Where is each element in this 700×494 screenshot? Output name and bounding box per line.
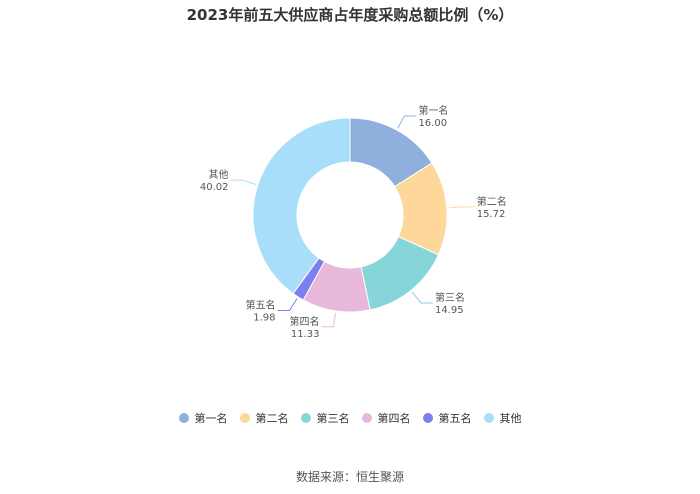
legend-item-1[interactable]: 第一名 [178, 410, 228, 426]
slice-name-label-5: 第五名 [246, 298, 276, 311]
leader-line-4 [321, 312, 337, 328]
legend-label-5: 第五名 [438, 412, 472, 425]
legend-swatch-2 [239, 413, 250, 423]
slice-name-label-2: 第二名 [477, 195, 507, 208]
slice-value-label-4: 11.33 [291, 329, 320, 340]
leader-line-5 [277, 298, 298, 311]
slice-name-label-6: 其他 [209, 168, 229, 181]
label-leaders-group [230, 115, 475, 328]
legend-label-4: 第四名 [377, 412, 411, 425]
legend-swatch-6 [483, 413, 494, 423]
legend-item-4[interactable]: 第四名 [361, 410, 411, 426]
slice-value-label-5: 1.98 [253, 312, 275, 323]
slices-group [252, 117, 448, 313]
leader-line-1 [397, 115, 417, 129]
legend-swatch-4 [361, 413, 372, 423]
leader-line-3 [411, 291, 433, 304]
slice-name-label-1: 第一名 [418, 104, 448, 117]
legend-swatch-1 [178, 413, 189, 423]
legend-item-3[interactable]: 第三名 [300, 410, 350, 426]
legend-swatch-3 [300, 413, 311, 423]
legend-item-2[interactable]: 第二名 [239, 410, 289, 426]
legend-item-6[interactable]: 其他 [483, 410, 522, 426]
slice-name-label-4: 第四名 [289, 315, 319, 328]
leader-line-2 [448, 206, 475, 209]
slice-6[interactable] [252, 117, 351, 295]
leader-line-6 [230, 179, 256, 185]
legend-item-5[interactable]: 第五名 [422, 410, 472, 426]
legend: 第一名 第二名 第三名 第四名 第五名 其他 [0, 410, 700, 426]
legend-label-2: 第二名 [255, 412, 289, 425]
chart-title: 2023年前五大供应商占年度采购总额比例（%） [186, 6, 514, 24]
legend-swatch-5 [422, 413, 433, 423]
slice-value-label-3: 14.95 [435, 305, 464, 316]
slice-value-label-6: 40.02 [200, 182, 229, 193]
slice-value-label-1: 16.00 [418, 118, 447, 129]
slice-name-label-3: 第三名 [435, 291, 465, 304]
source-note: 数据来源：恒生聚源 [295, 470, 404, 484]
slice-value-label-2: 15.72 [477, 209, 506, 220]
legend-label-6: 其他 [499, 412, 522, 425]
legend-label-1: 第一名 [194, 412, 228, 425]
legend-label-3: 第三名 [316, 412, 350, 425]
